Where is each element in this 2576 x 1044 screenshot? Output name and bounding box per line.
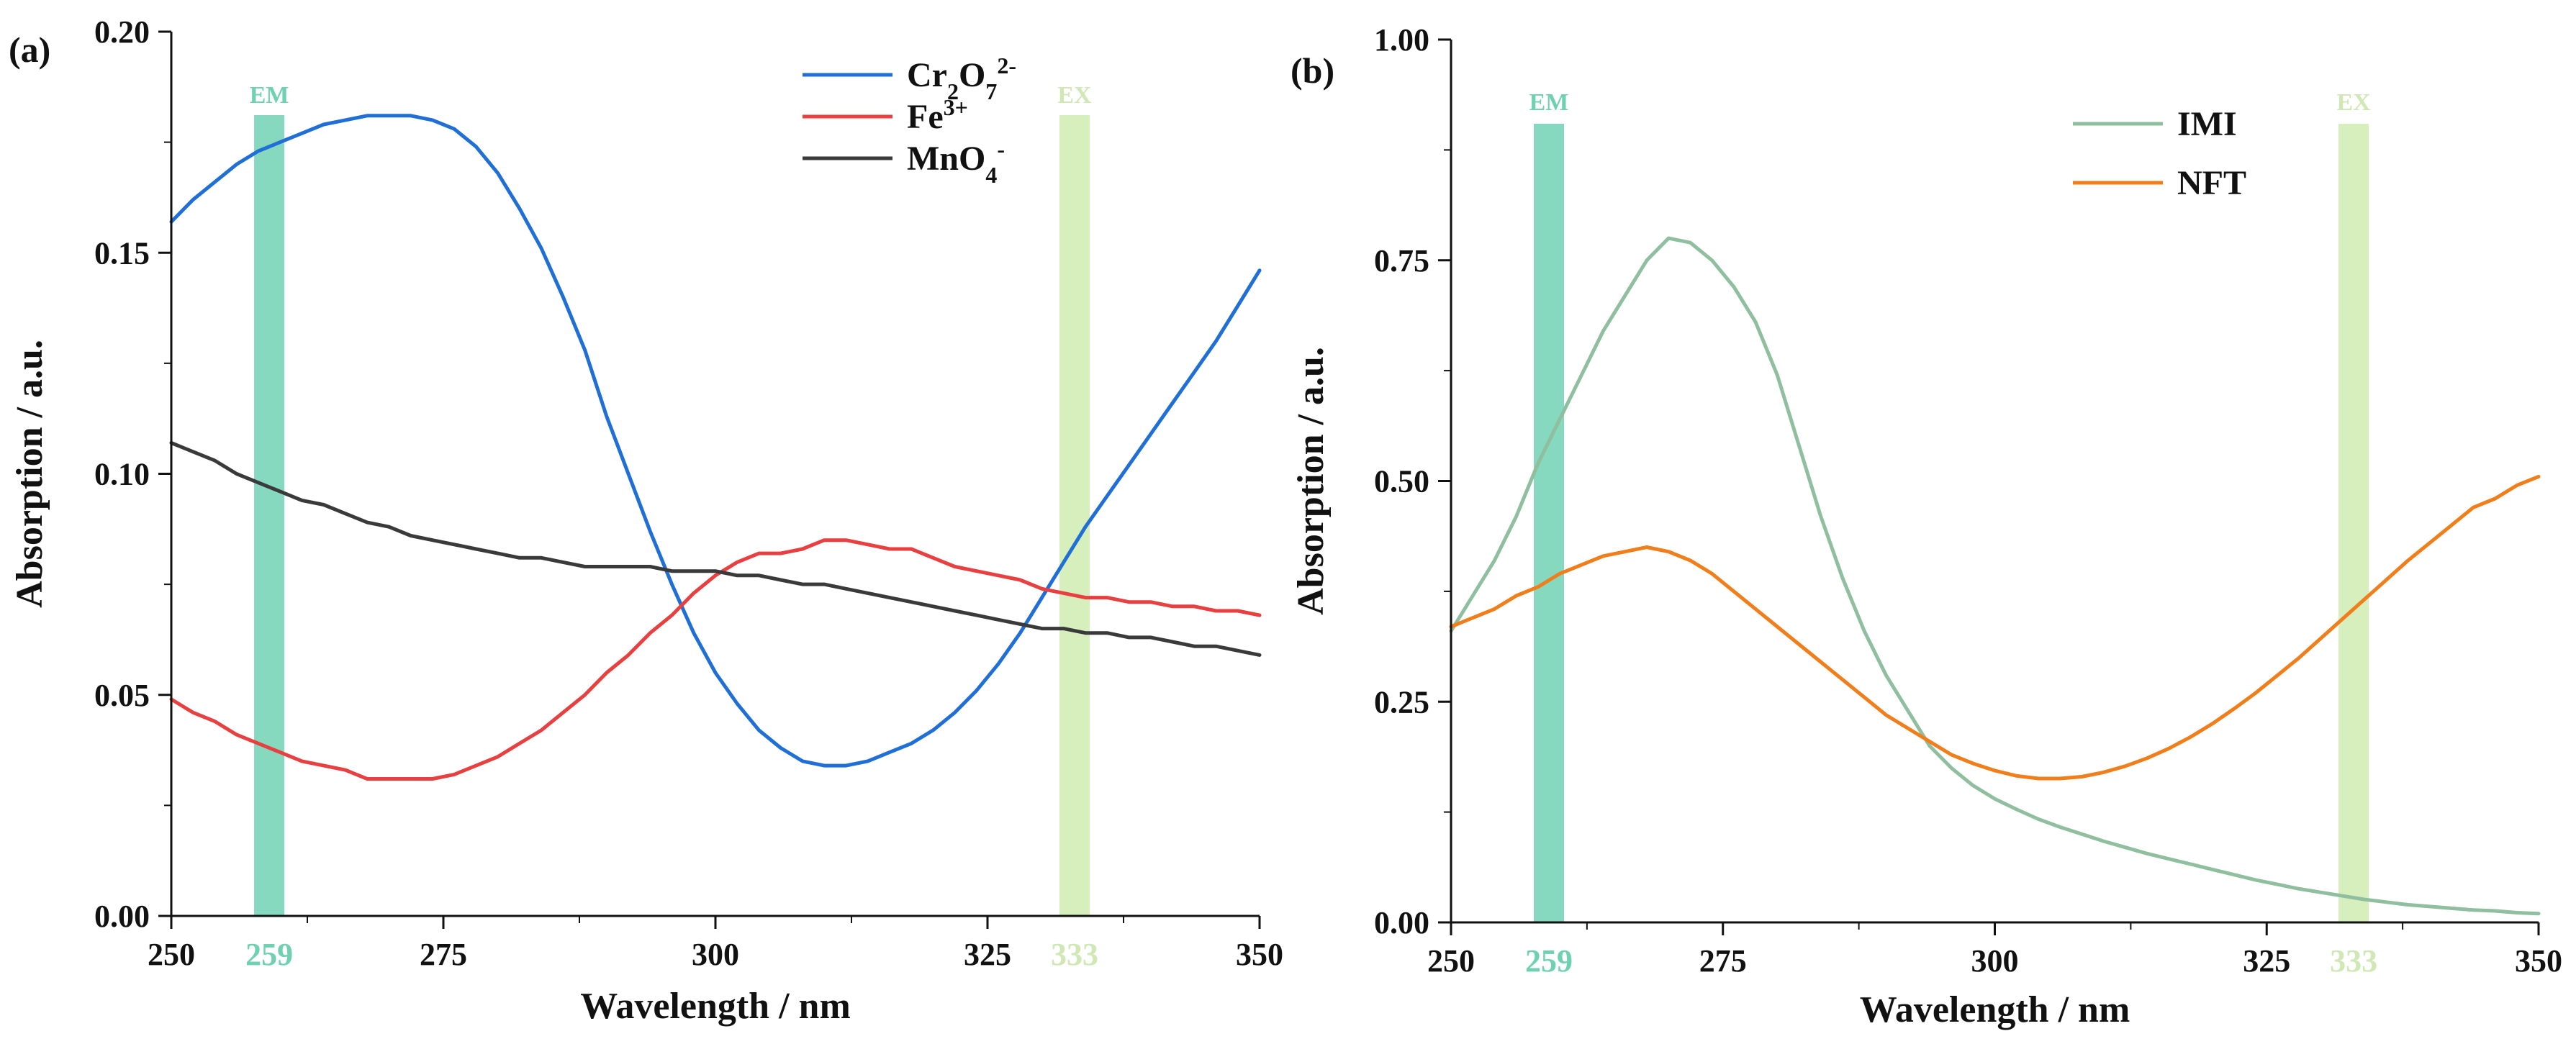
- x-axis-title: Wavelength / nm: [1860, 989, 2130, 1030]
- legend-base: NFT: [2177, 164, 2246, 202]
- y-tick-label: 0.50: [1374, 464, 1429, 499]
- legend-base: Fe: [907, 98, 944, 136]
- legend-base: MnO: [907, 140, 985, 178]
- legend-sub1: 2: [947, 78, 959, 104]
- x-tick-label: 325: [2243, 943, 2290, 979]
- legend-mid: O: [959, 56, 985, 94]
- legend-sup: 2-: [997, 53, 1016, 78]
- y-tick-label: 0.25: [1374, 684, 1429, 720]
- legend-label-1: Fe3+: [907, 94, 968, 136]
- series-line-0: [169, 114, 1262, 768]
- band-em: [254, 115, 285, 916]
- legend-base: IMI: [2177, 105, 2237, 143]
- x-tick-label: 250: [1427, 943, 1475, 979]
- y-tick-label: 0.15: [94, 235, 150, 271]
- legend-sup: -: [997, 136, 1005, 162]
- series-line-1: [1449, 474, 2541, 781]
- band-ex: [2338, 124, 2369, 922]
- y-tick-label: 0.10: [94, 457, 150, 492]
- x-axis-title: Wavelength / nm: [580, 986, 851, 1027]
- legend-label-0: Cr2O72-: [907, 53, 1016, 104]
- x-tick-label: 300: [692, 937, 739, 972]
- y-axis-title: Absorption / a.u.: [9, 340, 50, 608]
- x-tick-label: 250: [148, 937, 195, 972]
- y-tick-label: 0.05: [94, 678, 150, 713]
- series-line-0: [1449, 236, 2541, 916]
- band-label-ex: EX: [1057, 82, 1092, 109]
- y-tick-label: 0.75: [1374, 243, 1429, 278]
- band-ex: [1059, 115, 1090, 916]
- series-line-1: [169, 538, 1262, 781]
- x-tick-label: 350: [2515, 943, 2562, 979]
- legend-base: Cr: [907, 56, 947, 94]
- legend-sub1: 4: [985, 162, 997, 188]
- legend-label-2: MnO4-: [907, 136, 1005, 188]
- band-label-em: EM: [1529, 89, 1569, 116]
- x-tick-label: 350: [1236, 937, 1283, 972]
- band-tick-label-em: 259: [245, 937, 293, 972]
- y-tick-label: 0.20: [94, 14, 150, 50]
- x-tick-label: 325: [964, 937, 1011, 972]
- legend-label-0: IMI: [2177, 105, 2237, 143]
- legend-label-1: NFT: [2177, 164, 2246, 202]
- band-label-em: EM: [250, 82, 289, 109]
- band-tick-label-ex: 333: [2330, 943, 2377, 979]
- band-label-ex: EX: [2337, 89, 2372, 116]
- y-axis-title: Absorption / a.u.: [1291, 347, 1332, 615]
- panel-a: EM EX 250 275 300 325 350 259 333 0.00 0.05 0.10 0.1…: [9, 14, 1283, 1027]
- x-tick-label: 275: [1699, 943, 1747, 979]
- panel-label: (b): [1291, 50, 1334, 91]
- panel-label: (a): [9, 29, 50, 70]
- x-tick-label: 275: [420, 937, 467, 972]
- band-tick-label-em: 259: [1525, 943, 1573, 979]
- band-tick-label-ex: 333: [1051, 937, 1098, 972]
- y-tick-label: 1.00: [1374, 22, 1429, 58]
- band-em: [1533, 124, 1564, 922]
- y-tick-label: 0.00: [1374, 905, 1429, 940]
- legend-sub2: 7: [985, 78, 997, 104]
- y-tick-label: 0.00: [94, 899, 150, 934]
- panel-b: EM EX 250 275 300 325 350 259 333 0.00 0.25 0.50 0.7…: [1291, 22, 2562, 1030]
- series-line-2: [169, 441, 1262, 657]
- legend-sup: 3+: [944, 94, 968, 120]
- x-tick-label: 300: [1971, 943, 2019, 979]
